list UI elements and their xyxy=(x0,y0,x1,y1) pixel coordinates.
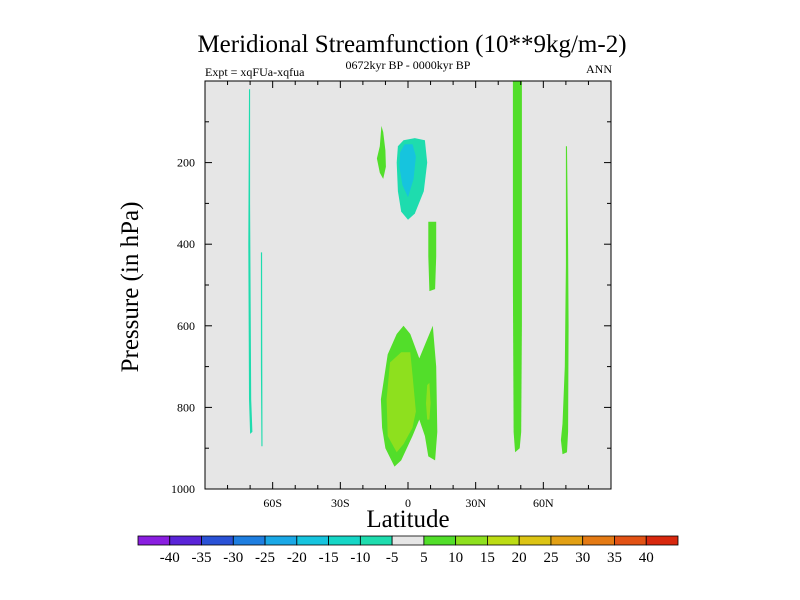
experiment-label: Expt = xqFUa-xqfua xyxy=(205,65,305,79)
colorbar-box xyxy=(423,535,457,546)
negative-region-equator-core xyxy=(399,144,416,198)
y-axis-label: Pressure (in hPa) xyxy=(117,202,144,373)
colorbar: -40 -35 -30 -25 -20 -15 -10 -5 5 10 15 20 25 30 35 40 xyxy=(137,535,679,566)
colorbar-box xyxy=(518,535,552,546)
positive-region-12s xyxy=(376,125,386,179)
colorbar-label: 5 xyxy=(420,550,428,566)
colorbar-label: 20 xyxy=(512,550,527,566)
y-tick-label: 200 xyxy=(177,156,195,170)
colorbar-label: -40 xyxy=(160,550,180,566)
colorbar-label: -10 xyxy=(350,550,370,566)
positive-region-70n xyxy=(560,146,569,455)
positive-region-lower-core xyxy=(386,352,416,453)
x-axis-label: Latitude xyxy=(366,506,449,533)
colorbar-box xyxy=(201,535,234,546)
y-tick-label: 600 xyxy=(177,319,195,333)
x-tick-label: 60S xyxy=(263,496,282,510)
colorbar-box xyxy=(391,535,425,546)
colorbar-box xyxy=(296,535,329,546)
colorbar-box xyxy=(359,535,393,546)
colorbar-label: 30 xyxy=(575,550,590,566)
colorbar-box xyxy=(582,535,615,546)
colorbar-box xyxy=(264,535,298,546)
colorbar-box xyxy=(487,535,520,546)
x-tick-label: 0 xyxy=(405,496,411,510)
colorbar-label: -25 xyxy=(255,550,275,566)
positive-region-10n-upper xyxy=(428,221,437,292)
season-label: ANN xyxy=(586,62,612,76)
y-tick-label: 1000 xyxy=(171,482,195,496)
chart-title: Meridional Streamfunction (10**9kg/m-2) xyxy=(197,31,626,58)
negative-region-sh-68s xyxy=(248,89,253,434)
colorbar-box xyxy=(137,535,171,546)
x-tick-label: 30N xyxy=(465,496,486,510)
colorbar-label: -15 xyxy=(319,550,339,566)
colorbar-label: 10 xyxy=(448,550,463,566)
colorbar-box xyxy=(645,535,679,546)
colorbar-box xyxy=(232,535,266,546)
colorbar-box xyxy=(169,535,202,546)
colorbar-label: 35 xyxy=(607,550,622,566)
y-tick-label: 800 xyxy=(177,400,195,414)
colorbar-label: -20 xyxy=(287,550,307,566)
colorbar-label: -30 xyxy=(223,550,243,566)
colorbar-label: 40 xyxy=(639,550,654,566)
axis-ticks: 60S 30S 0 30N 60N 200 400 600 800 1000 xyxy=(171,81,611,510)
x-tick-label: 30S xyxy=(331,496,350,510)
colorbar-box xyxy=(455,535,488,546)
colorbar-box xyxy=(328,535,361,546)
positive-region-lower-side xyxy=(426,382,431,420)
y-tick-label: 400 xyxy=(177,237,195,251)
colorbar-box xyxy=(614,535,647,546)
colorbar-label: 15 xyxy=(480,550,495,566)
negative-region-sh-64s xyxy=(260,252,263,447)
positive-region-47n xyxy=(512,81,522,453)
period-label: 0672kyr BP - 0000kyr BP xyxy=(346,58,471,72)
x-tick-label: 60N xyxy=(533,496,554,510)
colorbar-label: -35 xyxy=(192,550,212,566)
colorbar-label: -5 xyxy=(386,550,399,566)
contour-regions xyxy=(248,81,569,467)
colorbar-label: 25 xyxy=(543,550,558,566)
colorbar-box xyxy=(550,535,584,546)
